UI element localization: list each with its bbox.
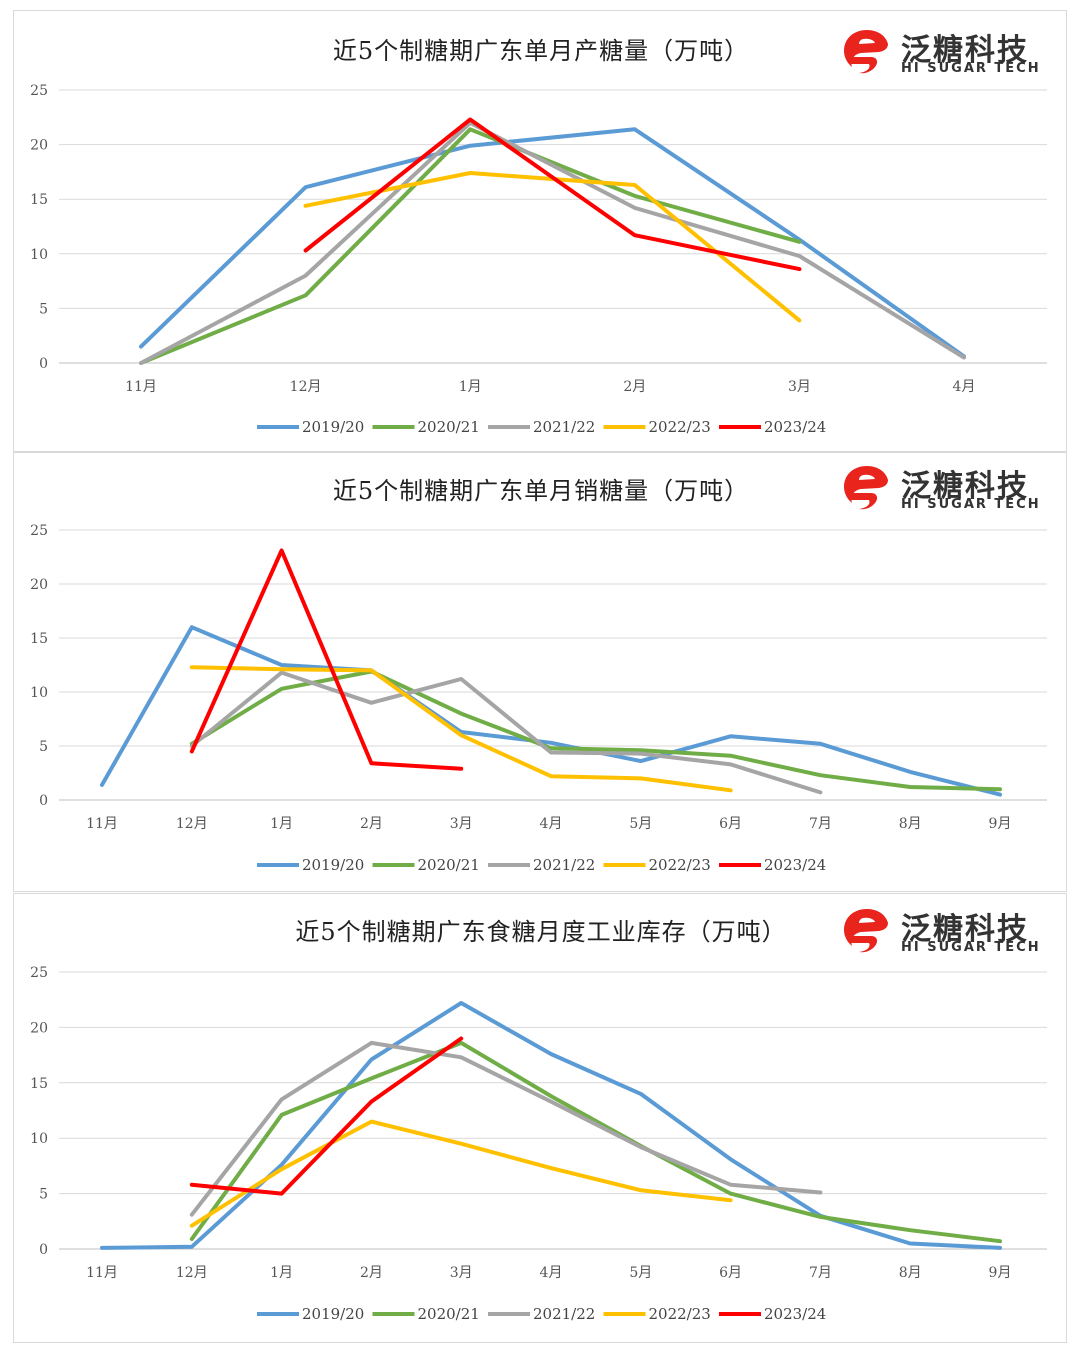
series-line-2022-23 (189, 1119, 733, 1228)
legend-label: 2022/23 (649, 856, 711, 874)
x-tick-label: 9月 (989, 1265, 1012, 1281)
x-tick-label: 3月 (450, 1265, 473, 1281)
legend-label: 2022/23 (649, 1305, 711, 1323)
chart-title: 近5个制糖期广东食糖月度工业库存（万吨） (295, 918, 787, 946)
brand-logo: 泛糖科技 HI SUGAR TECH (841, 461, 1056, 515)
series-line-2019-20 (139, 127, 966, 359)
y-tick-label: 20 (30, 1020, 48, 1036)
legend-label: 2020/21 (418, 418, 480, 436)
x-tick-label: 4月 (540, 1265, 563, 1281)
brand-logo: 泛糖科技 HI SUGAR TECH (841, 904, 1056, 958)
series-line-2019-20 (100, 1001, 1002, 1250)
sales-chart-panel: 近5个制糖期广东单月销糖量（万吨） 泛糖科技 HI SUGAR TECH 0 5 1… (13, 452, 1067, 892)
x-tick-label: 2月 (360, 1265, 383, 1281)
x-tick-label: 1月 (459, 379, 482, 395)
x-tick-label: 1月 (270, 1265, 293, 1281)
logo-mark-icon (844, 30, 888, 74)
x-tick-label: 2月 (360, 816, 383, 832)
y-tick-label: 0 (39, 1242, 48, 1258)
series-line-2023-24 (303, 117, 802, 272)
logo-mark-icon (844, 909, 888, 953)
y-tick-label: 5 (39, 1187, 48, 1203)
x-tick-label: 4月 (540, 816, 563, 832)
x-tick-label: 9月 (989, 816, 1012, 832)
production-chart-panel: 近5个制糖期广东单月产糖量（万吨） 泛糖科技 HI SUGAR TECH 0 5 1… (13, 10, 1067, 452)
series-line-2022-23 (189, 665, 733, 793)
y-tick-label: 10 (30, 685, 48, 701)
brand-logo: 泛糖科技 HI SUGAR TECH (841, 25, 1056, 79)
x-tick-label: 11月 (86, 816, 118, 832)
legend-label: 2022/23 (649, 418, 711, 436)
legend-label: 2021/22 (533, 856, 595, 874)
brand-name-en: HI SUGAR TECH (901, 61, 1041, 76)
inventory-chart-panel: 近5个制糖期广东食糖月度工业库存（万吨） 泛糖科技 HI SUGAR TECH … (13, 893, 1067, 1343)
x-tick-label: 6月 (719, 816, 742, 832)
legend-label: 2020/21 (418, 856, 480, 874)
legend-label: 2023/24 (764, 856, 826, 874)
y-tick-label: 5 (39, 739, 48, 755)
x-tick-label: 8月 (899, 1265, 922, 1281)
x-tick-label: 3月 (788, 379, 811, 395)
x-tick-label: 5月 (629, 1265, 652, 1281)
y-tick-label: 20 (30, 138, 48, 154)
x-tick-label: 11月 (125, 379, 157, 395)
chart-title: 近5个制糖期广东单月产糖量（万吨） (332, 37, 750, 65)
series-line-2021-22 (139, 120, 966, 365)
brand-name-en: HI SUGAR TECH (901, 497, 1041, 512)
y-tick-label: 0 (39, 793, 48, 809)
y-tick-label: 10 (30, 1131, 48, 1147)
legend-label: 2020/21 (418, 1305, 480, 1323)
x-tick-label: 7月 (809, 816, 832, 832)
x-tick-label: 3月 (450, 816, 473, 832)
legend-label: 2019/20 (302, 1305, 364, 1323)
logo-mark-icon (844, 466, 888, 510)
series-line-2023-24 (189, 548, 464, 771)
series-line-2020-21 (139, 127, 802, 365)
series-line-2021-22 (189, 670, 823, 795)
series-line-2022-23 (303, 171, 802, 323)
y-tick-label: 25 (30, 965, 48, 981)
x-tick-label: 2月 (623, 379, 646, 395)
y-tick-label: 5 (39, 301, 48, 317)
legend-label: 2023/24 (764, 1305, 826, 1323)
x-tick-label: 7月 (809, 1265, 832, 1281)
series-line-2020-21 (189, 1040, 1002, 1244)
production-chart: 0 5 10 15 20 25 11月 12月 1月 2月 3月 4月 2019/20 2020/21 20… (30, 83, 1047, 436)
chart-title: 近5个制糖期广东单月销糖量（万吨） (332, 477, 750, 505)
inventory-chart: 0 5 10 15 20 25 11月 12月 1月 2月 3月 4月 5月 6月 7月 8月 9月 2019/2… (30, 965, 1047, 1323)
x-tick-label: 12月 (290, 379, 322, 395)
series-line-2020-21 (189, 669, 1002, 792)
brand-name-cn: 泛糖科技 (901, 33, 1029, 68)
legend-label: 2023/24 (764, 418, 826, 436)
y-tick-label: 0 (39, 356, 48, 372)
legend-label: 2019/20 (302, 856, 364, 874)
y-tick-label: 15 (30, 631, 48, 647)
y-tick-label: 10 (30, 247, 48, 263)
y-tick-label: 15 (30, 192, 48, 208)
legend-label: 2021/22 (533, 1305, 595, 1323)
x-tick-label: 11月 (86, 1265, 118, 1281)
brand-name-cn: 泛糖科技 (901, 912, 1029, 947)
x-tick-label: 6月 (719, 1265, 742, 1281)
x-tick-label: 4月 (953, 379, 976, 395)
x-tick-label: 8月 (899, 816, 922, 832)
x-tick-label: 1月 (270, 816, 293, 832)
x-tick-label: 5月 (629, 816, 652, 832)
series-line-2021-22 (189, 1040, 823, 1217)
y-tick-label: 15 (30, 1076, 48, 1092)
legend-label: 2021/22 (533, 418, 595, 436)
legend-label: 2019/20 (302, 418, 364, 436)
series-line-2019-20 (100, 625, 1002, 797)
y-tick-label: 20 (30, 577, 48, 593)
brand-name-en: HI SUGAR TECH (901, 940, 1041, 955)
x-tick-label: 12月 (176, 1265, 208, 1281)
y-tick-label: 25 (30, 523, 48, 539)
brand-name-cn: 泛糖科技 (901, 469, 1029, 504)
sales-chart: 0 5 10 15 20 25 11月 12月 1月 2月 3月 4月 5月 6月 7月 8月 9月 2019/2… (30, 523, 1047, 874)
x-tick-label: 12月 (176, 816, 208, 832)
series-line-2023-24 (189, 1036, 464, 1196)
y-tick-label: 25 (30, 83, 48, 99)
